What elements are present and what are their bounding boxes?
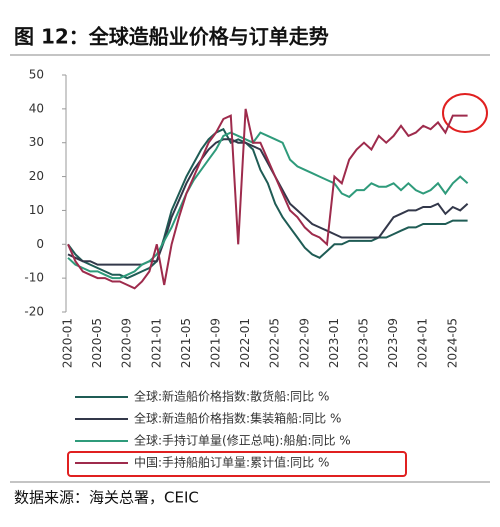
y-tick-label: -20 <box>24 305 44 319</box>
y-tick-label: 30 <box>29 135 44 149</box>
legend-label: 中国:手持船舶订单量:累计值:同比 % <box>134 455 329 470</box>
legend-label: 全球:新造船价格指数:散货船:同比 % <box>134 389 329 404</box>
highlight-box <box>67 451 407 477</box>
x-tick-label: 2020-05 <box>90 318 104 368</box>
highlight-circle <box>442 93 488 133</box>
x-tick-label: 2022-09 <box>297 318 311 368</box>
legend-label: 全球:新造船价格指数:集装箱船:同比 % <box>134 411 341 426</box>
series-line <box>67 131 469 280</box>
y-tick-label: 0 <box>36 237 44 251</box>
x-tick-label: 2023-09 <box>386 318 400 368</box>
y-tick-label: 50 <box>29 68 44 82</box>
x-tick-label: 2024-05 <box>445 318 459 368</box>
legend-label: 全球:手持订单量(修正总吨):船舶:同比 % <box>134 433 351 448</box>
x-tick-label: 2023-05 <box>357 318 371 368</box>
x-tick-label: 2022-05 <box>268 318 282 368</box>
y-tick-label: 20 <box>29 169 44 183</box>
x-tick-label: 2023-01 <box>327 318 341 368</box>
series-line <box>67 108 468 290</box>
y-tick-label: -10 <box>24 271 44 285</box>
series-line <box>67 138 469 266</box>
x-tick-label: 2020-09 <box>120 318 134 368</box>
series-line <box>67 127 468 280</box>
y-tick-label: 10 <box>29 203 44 217</box>
source: 数据来源：海关总署，CEIC <box>14 489 199 507</box>
x-tick-label: 2021-05 <box>179 318 193 368</box>
x-tick-label: 2022-01 <box>238 318 252 368</box>
x-tick-label: 2024-01 <box>416 318 430 368</box>
x-tick-label: 2021-09 <box>209 318 223 368</box>
x-tick-label: 2020-01 <box>61 318 75 368</box>
y-tick-label: 40 <box>29 101 44 115</box>
chart-title: 图 12：全球造船业价格与订单走势 <box>14 25 329 49</box>
x-tick-label: 2021-01 <box>149 318 163 368</box>
